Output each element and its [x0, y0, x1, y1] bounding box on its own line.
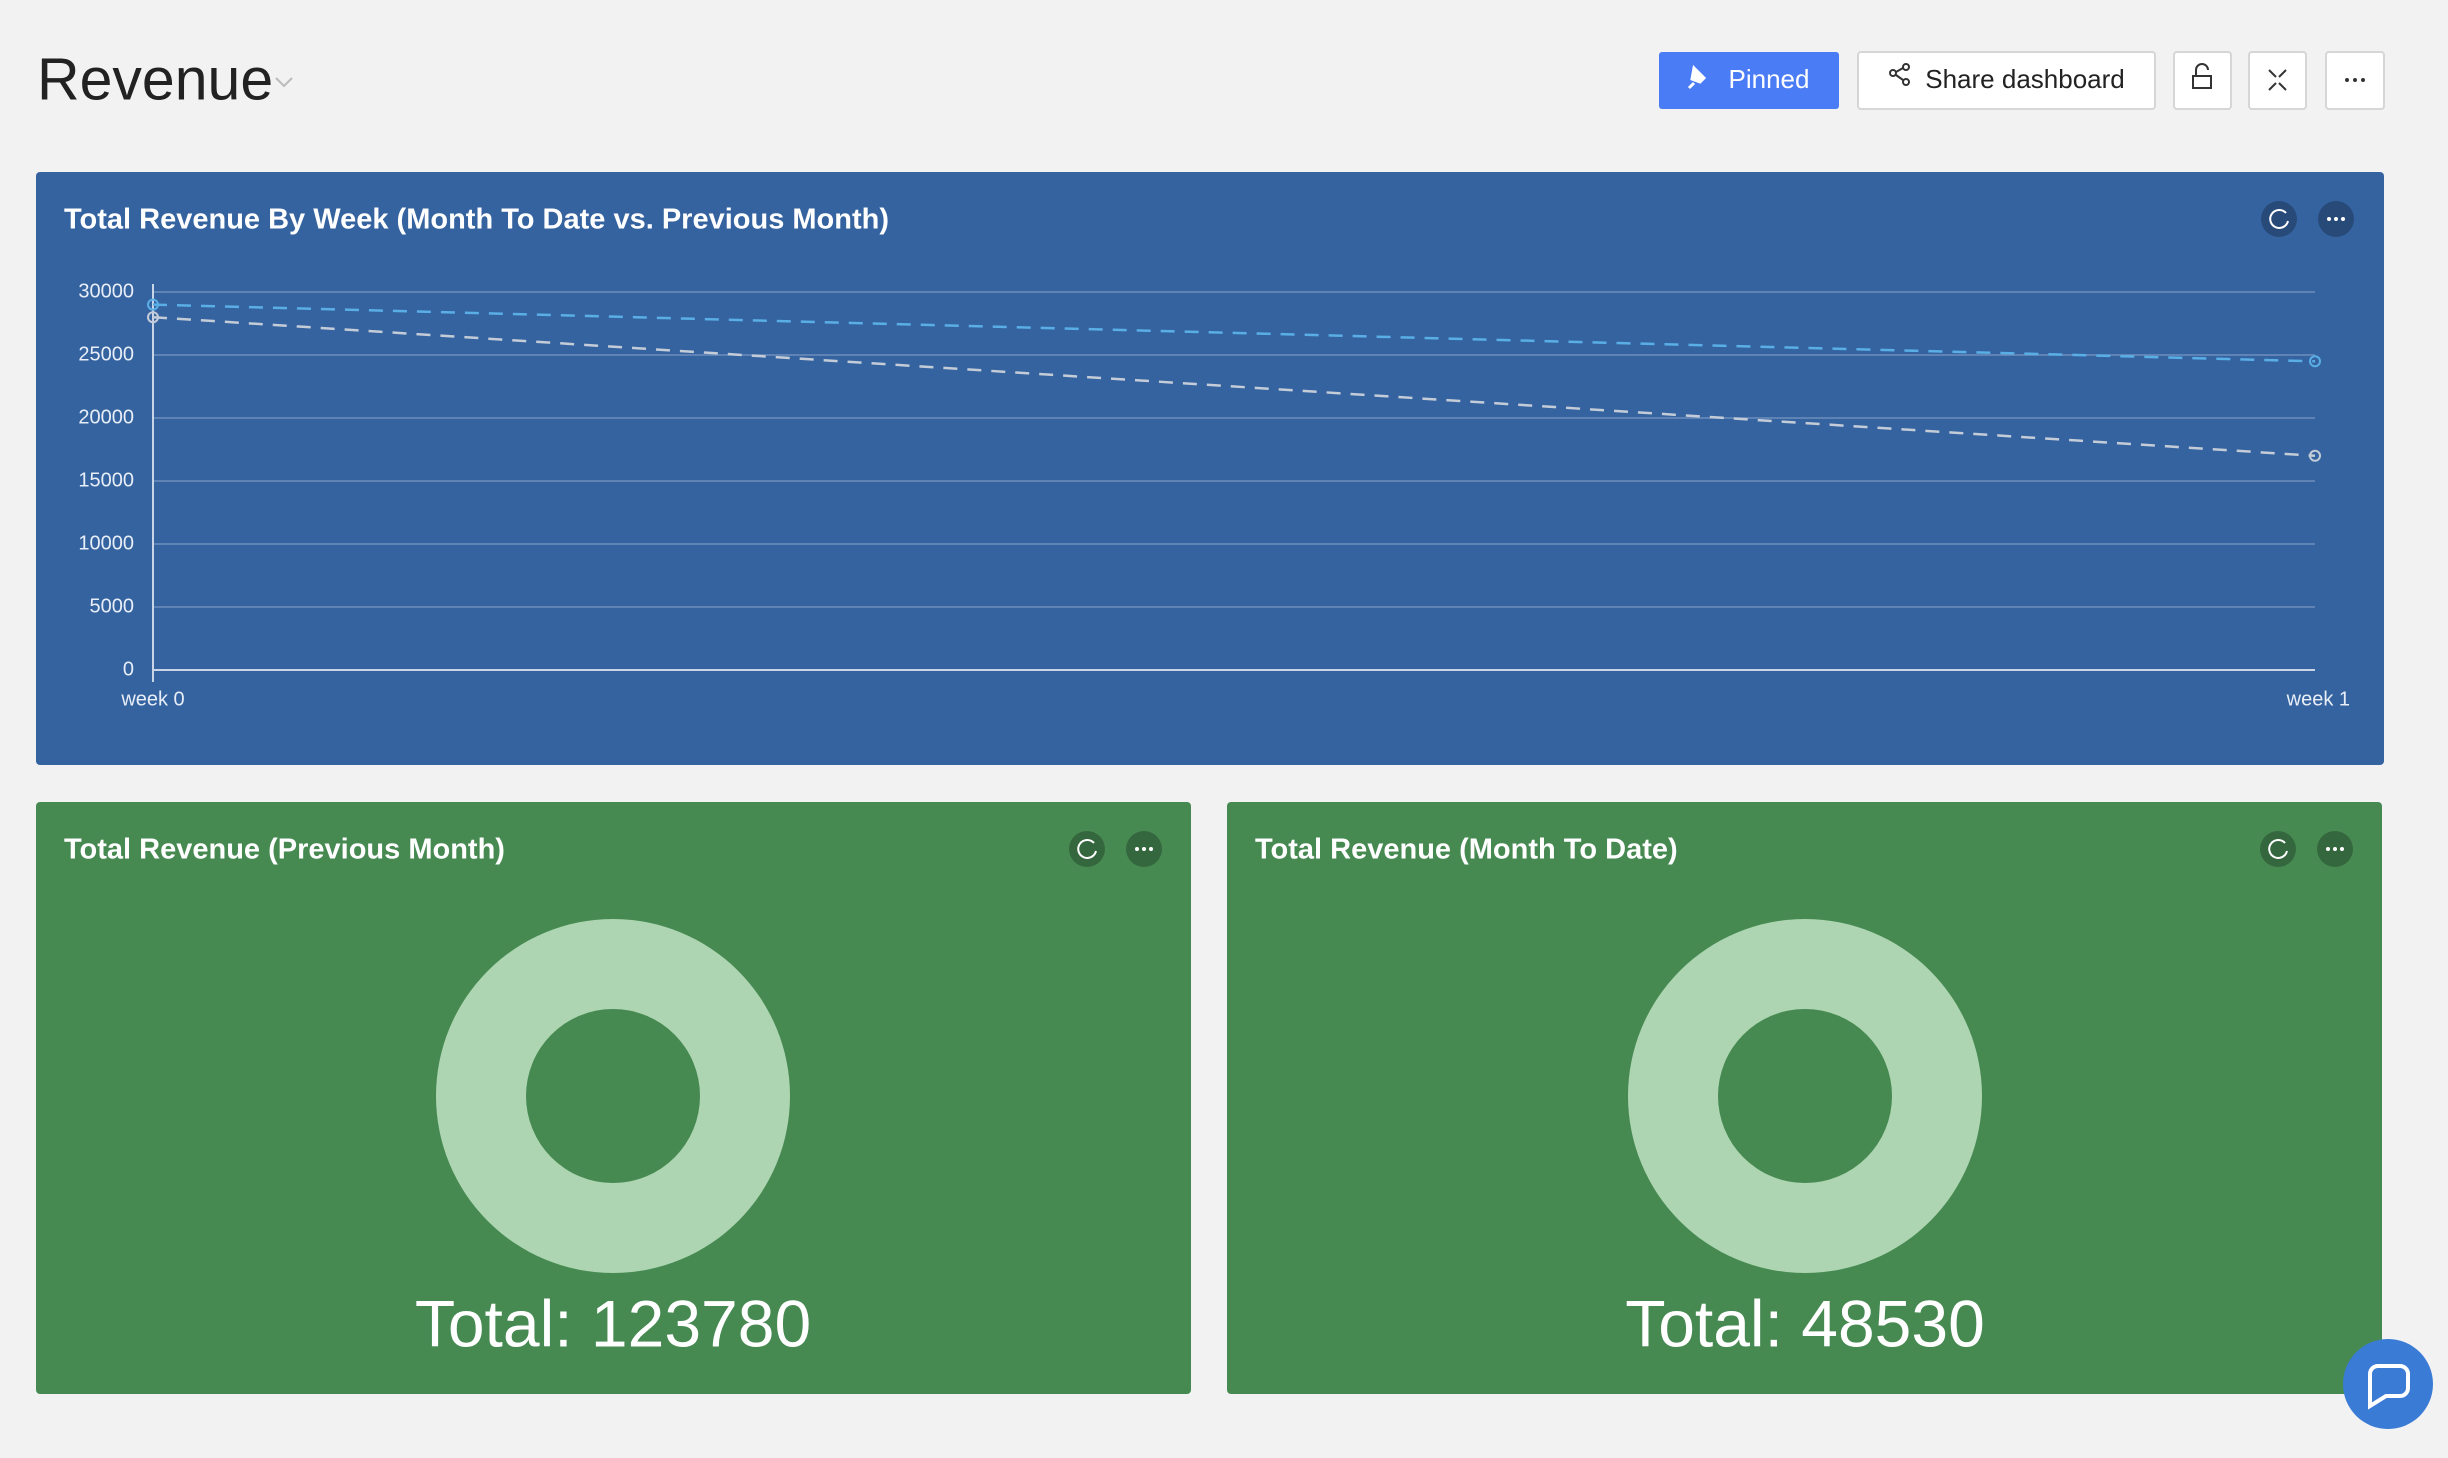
- pinned-button[interactable]: Pinned: [1659, 52, 1839, 109]
- y-tick-label: 5000: [90, 595, 135, 617]
- line-series: [152, 303, 2316, 363]
- card-icons: [1069, 201, 2354, 867]
- line-series: [152, 315, 2316, 458]
- y-tick-label: 25000: [78, 343, 134, 365]
- y-tick-label: 15000: [78, 469, 134, 491]
- refresh-icon: [1077, 838, 1097, 859]
- fullscreen-button[interactable]: [2248, 51, 2307, 110]
- pin-icon: [1687, 64, 1707, 90]
- y-tick-label: 30000: [78, 280, 134, 302]
- refresh-button[interactable]: [1069, 831, 1105, 867]
- button-bg: [1857, 51, 2156, 110]
- refresh-button[interactable]: [2260, 831, 2296, 867]
- total-label: Total: 123780: [415, 1286, 811, 1360]
- dot: [1149, 847, 1153, 851]
- dashboard-title: Revenue: [37, 47, 273, 113]
- icon-bg: [2260, 831, 2296, 867]
- refresh-icon: [2269, 208, 2289, 229]
- pie-card: [1227, 802, 2382, 1394]
- total-label: Total: 48530: [1625, 1286, 1985, 1360]
- x-tick-label: week 1: [2286, 688, 2350, 710]
- y-tick-label: 10000: [78, 532, 134, 554]
- line-card: [36, 172, 2384, 765]
- dot: [2333, 847, 2337, 851]
- icon-bg: [1069, 831, 1105, 867]
- icon-bg: [2261, 201, 2297, 237]
- dot: [1142, 847, 1146, 851]
- lock-button[interactable]: [2173, 51, 2232, 110]
- more-button[interactable]: [2325, 51, 2385, 110]
- point: [2309, 449, 2321, 462]
- dot: [2340, 847, 2344, 851]
- share-button[interactable]: Share dashboard: [1857, 51, 2156, 110]
- card-title: Total Revenue By Week (Month To Date vs.…: [64, 204, 889, 236]
- donut-slice: [1628, 919, 1982, 1273]
- y-tick-label: 20000: [78, 406, 134, 428]
- refresh-icon: [2268, 838, 2288, 859]
- y-tick-label: 0: [123, 658, 134, 680]
- donut-slice: [436, 919, 790, 1273]
- dot: [2327, 217, 2331, 221]
- dot: [1135, 847, 1139, 851]
- chat-button[interactable]: [2343, 1339, 2433, 1429]
- more-button[interactable]: [2318, 201, 2354, 237]
- card-title: Total Revenue (Month To Date): [1255, 834, 1678, 866]
- more-button[interactable]: [2317, 831, 2353, 867]
- button-label: Pinned: [1729, 64, 1810, 94]
- refresh-button[interactable]: [2261, 201, 2297, 237]
- point: [147, 311, 159, 324]
- more-button[interactable]: [1126, 831, 1162, 867]
- button-bg: [1659, 52, 1839, 109]
- dot: [2334, 217, 2338, 221]
- button-label: Share dashboard: [1925, 64, 2124, 94]
- card-title: Total Revenue (Previous Month): [64, 834, 505, 866]
- dot: [2326, 847, 2330, 851]
- point: [2309, 355, 2321, 368]
- dot: [2341, 217, 2345, 221]
- x-tick-label: week 0: [120, 688, 184, 710]
- share-icon: [1889, 63, 1910, 86]
- title-dropdown[interactable]: [275, 77, 293, 88]
- point: [147, 298, 159, 311]
- pie-card: [36, 802, 1191, 1394]
